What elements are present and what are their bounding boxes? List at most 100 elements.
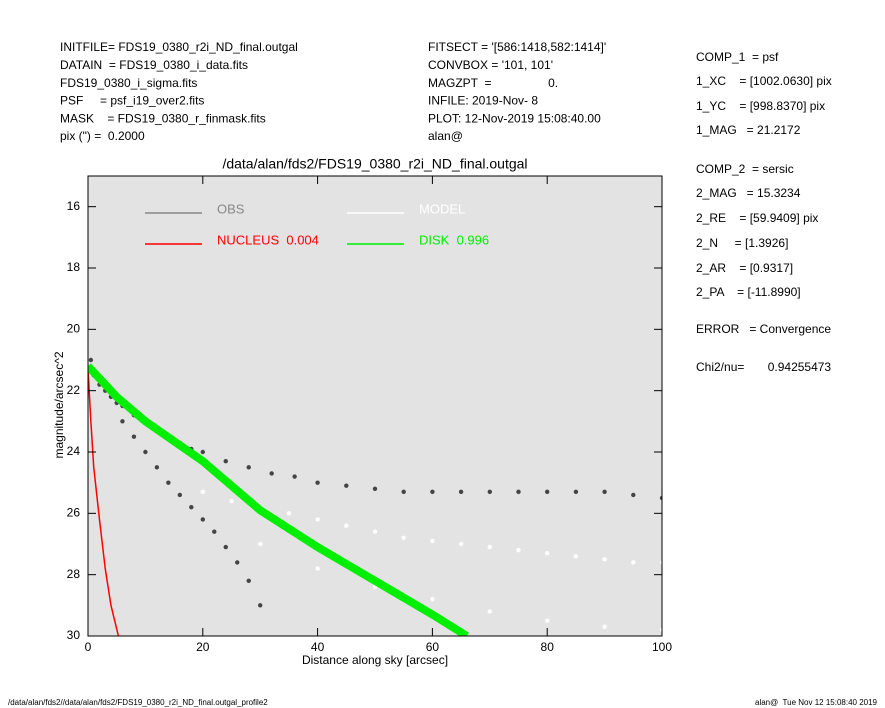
info-left: MASK = FDS19_0380_r_finmask.fits [60, 111, 266, 125]
data-point [659, 560, 662, 565]
data-point [659, 495, 662, 501]
data-point [631, 560, 636, 565]
data-point [246, 465, 251, 470]
info-right: 2_N = [1.3926] [696, 236, 788, 250]
info-right: 1_XC = [1002.0630] pix [696, 74, 832, 88]
model-line [88, 369, 120, 636]
info-mid: MAGZPT = 0. [428, 76, 558, 90]
data-point [458, 541, 464, 547]
footer-right: alan@ Tue Nov 12 15:08:40 2019 [755, 698, 878, 707]
info-right: COMP_1 = psf [696, 50, 779, 64]
marks [88, 357, 662, 636]
data-point [344, 483, 349, 488]
info-right: 2_RE = [59.9409] pix [696, 211, 818, 225]
data-point [212, 529, 217, 534]
x-tick-label: 0 [85, 640, 92, 654]
data-point [372, 486, 378, 491]
data-point [286, 511, 292, 516]
info-left: pix (") = 0.2000 [60, 129, 145, 143]
data-point [487, 544, 492, 550]
y-tick-label: 18 [67, 260, 81, 274]
info-right: 2_AR = [0.9317] [696, 261, 793, 275]
chart-title: /data/alan/fds2/FDS19_0380_r2i_ND_final.… [222, 156, 527, 172]
data-point [269, 471, 274, 476]
x-tick-label: 60 [426, 640, 440, 654]
y-tick-label: 26 [67, 506, 81, 520]
info-left: DATAIN = FDS19_0380_i_data.fits [60, 58, 248, 72]
data-point [229, 498, 234, 504]
data-point [189, 505, 194, 510]
data-point [487, 489, 492, 495]
data-point [258, 603, 263, 608]
data-point [131, 434, 137, 439]
info-mid: alan@ [428, 129, 463, 143]
info-right: 1_YC = [998.8370] pix [696, 99, 825, 113]
model-line [88, 363, 469, 636]
info-left: PSF = psf_i19_over2.fits [60, 94, 204, 108]
info-mid: FITSECT = '[586:1418,582:1414]' [428, 40, 606, 54]
y-tick-label: 24 [67, 444, 81, 458]
legend-label: OBS [217, 201, 245, 216]
x-tick-label: 20 [196, 640, 210, 654]
info-right: ERROR = Convergence [696, 322, 831, 336]
info-left: INITFILE= FDS19_0380_r2i_ND_final.outgal [60, 40, 298, 54]
legend-label: DISK 0.996 [419, 232, 489, 247]
plot-area [88, 176, 662, 636]
x-tick-label: 40 [311, 640, 325, 654]
data-point [516, 489, 521, 495]
data-point [401, 535, 406, 541]
y-tick-label: 30 [67, 628, 81, 642]
footer-left: /data/alan/fds2//data/alan/fds2/FDS19_03… [8, 698, 268, 707]
x-axis-label: Distance along sky [arcsec] [302, 653, 448, 667]
data-point [166, 480, 171, 485]
data-point [88, 357, 94, 363]
data-point [292, 474, 297, 479]
plot-frame [87, 175, 663, 637]
data-point [258, 541, 263, 547]
data-point [487, 609, 492, 614]
data-point [602, 557, 607, 562]
data-point [430, 597, 435, 602]
y-tick-label: 22 [67, 383, 81, 397]
data-point [516, 547, 521, 553]
y-tick-label: 16 [67, 199, 81, 213]
y-tick-label: 28 [67, 567, 81, 581]
data-point [177, 492, 183, 498]
data-point [246, 578, 251, 583]
data-point [223, 459, 228, 464]
data-point [602, 624, 607, 629]
legend-label: NUCLEUS 0.004 [217, 232, 319, 247]
info-right: 1_MAG = 21.2172 [696, 123, 801, 137]
data-point [545, 618, 550, 623]
data-point [372, 529, 378, 534]
y-tick-label: 20 [67, 322, 81, 336]
data-point [430, 538, 435, 544]
legend-label: MODEL [419, 201, 465, 216]
data-point [631, 492, 636, 498]
x-tick-label: 100 [652, 640, 672, 654]
info-mid: PLOT: 12-Nov-2019 15:08:40.00 [428, 111, 601, 125]
data-point [573, 489, 579, 495]
data-point [401, 489, 406, 495]
info-left: FDS19_0380_i_sigma.fits [60, 76, 197, 90]
data-point [154, 465, 160, 470]
data-point [120, 419, 125, 424]
info-mid: INFILE: 2019-Nov- 8 [428, 94, 538, 108]
data-point [573, 554, 579, 559]
data-point [315, 480, 320, 485]
data-point [430, 489, 435, 495]
data-point [235, 560, 240, 565]
data-point [200, 489, 205, 495]
data-point [545, 551, 550, 556]
y-axis-label: magnitude/arcsec^2 [52, 351, 66, 458]
data-point [143, 449, 148, 455]
data-point [458, 489, 464, 495]
data-point [223, 544, 228, 550]
x-tick-label: 80 [541, 640, 555, 654]
data-point [200, 449, 205, 455]
info-right: 2_MAG = 15.3234 [696, 186, 801, 200]
data-point [602, 489, 607, 495]
data-point [315, 517, 320, 522]
